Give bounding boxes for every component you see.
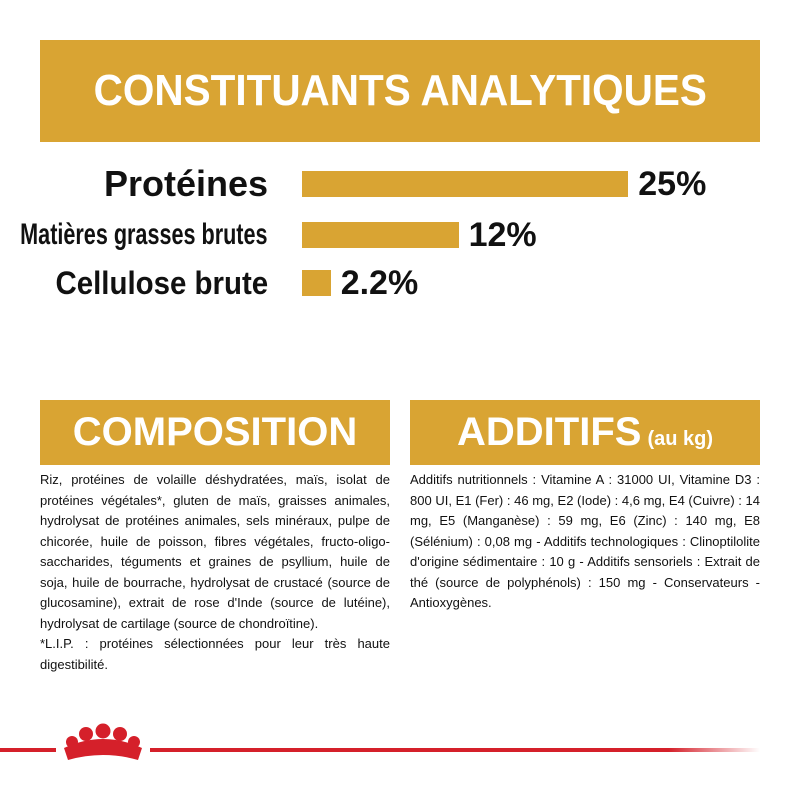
value-label: 25% (638, 165, 707, 203)
composition-title: COMPOSITION (72, 410, 358, 454)
additifs-title: ADDITIFS (457, 410, 642, 454)
footer-logo (0, 723, 760, 760)
footer-line (150, 748, 760, 752)
category-label: Matières grasses brutes (20, 218, 268, 251)
value-label: 2.2% (340, 264, 419, 302)
paragraph: Additifs nutritionnels : Vitamine A : 31… (410, 472, 760, 610)
category-label: Protéines (103, 163, 268, 204)
header-band: CONSTITUANTS ANALYTIQUES (40, 40, 760, 142)
value-label: 12% (468, 216, 537, 254)
additifs-body: Additifs nutritionnels : Vitamine A : 31… (410, 470, 760, 614)
additifs-unit: (au kg) (647, 428, 713, 450)
additifs-header: ADDITIFS (au kg) (410, 400, 760, 465)
crown (64, 723, 142, 760)
paragraph: Riz, protéines de volaille déshydratées,… (40, 472, 390, 631)
bar (302, 171, 629, 197)
bar (302, 222, 459, 248)
chart-title: CONSTITUANTS ANALYTIQUES (93, 66, 707, 115)
bar (302, 270, 331, 296)
composition-header: COMPOSITION (40, 400, 390, 465)
paragraph: *L.I.P. : protéines sélectionnées pour l… (40, 636, 390, 672)
footer-line (0, 748, 56, 752)
composition-body: Riz, protéines de volaille déshydratées,… (40, 470, 390, 675)
category-label: Cellulose brute (55, 265, 268, 301)
